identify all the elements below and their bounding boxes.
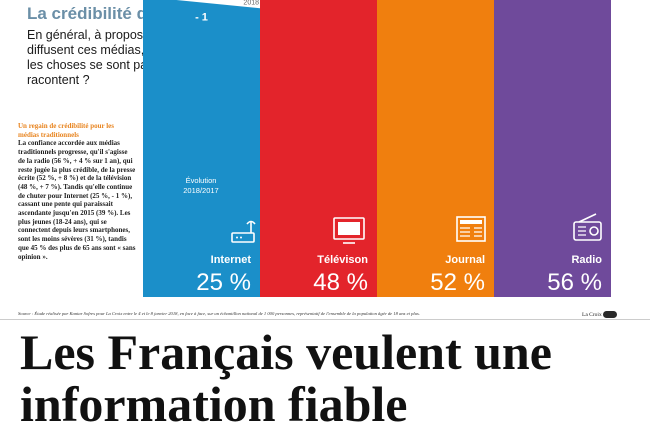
value-label: 25 %: [196, 269, 251, 296]
category-label: Internet: [211, 254, 252, 266]
divider: [0, 319, 650, 320]
value-label: 56 %: [547, 269, 602, 296]
value-label: 52 %: [430, 269, 485, 296]
bar-4: [494, 0, 611, 297]
logo-badge: [602, 311, 617, 318]
source-note: Source : Étude réalisée par Kantar Sofre…: [18, 311, 420, 316]
radio-icon: [573, 213, 602, 241]
change-label: - 1: [195, 12, 208, 24]
bar-1: [143, 0, 260, 297]
bar-3: [377, 0, 494, 297]
newspaper-logo: La Croix: [582, 311, 617, 318]
sidebar-body: La confiance accordée aux médias traditi…: [18, 139, 136, 261]
article-headline: Les Français veulent une information fia…: [20, 324, 552, 432]
evolution-note-line: Évolution: [186, 176, 217, 185]
logo-text: La Croix: [582, 311, 602, 318]
category-label: Journal: [445, 254, 485, 266]
sidebar-text: Un regain de crédibilité pour les médias…: [18, 122, 136, 261]
category-label: Télévison: [317, 254, 368, 266]
wifi-router-icon: [231, 220, 256, 243]
evolution-note-years: 2018/2017: [183, 186, 218, 195]
category-label: Radio: [571, 254, 602, 266]
year-label-end: 2018: [243, 0, 259, 6]
sidebar-heading: Un regain de crédibilité pour les médias…: [18, 122, 114, 139]
value-label: 48 %: [313, 269, 368, 296]
newspaper-icon: [456, 216, 486, 242]
television-icon: [333, 217, 365, 244]
bar-2: [260, 0, 377, 297]
